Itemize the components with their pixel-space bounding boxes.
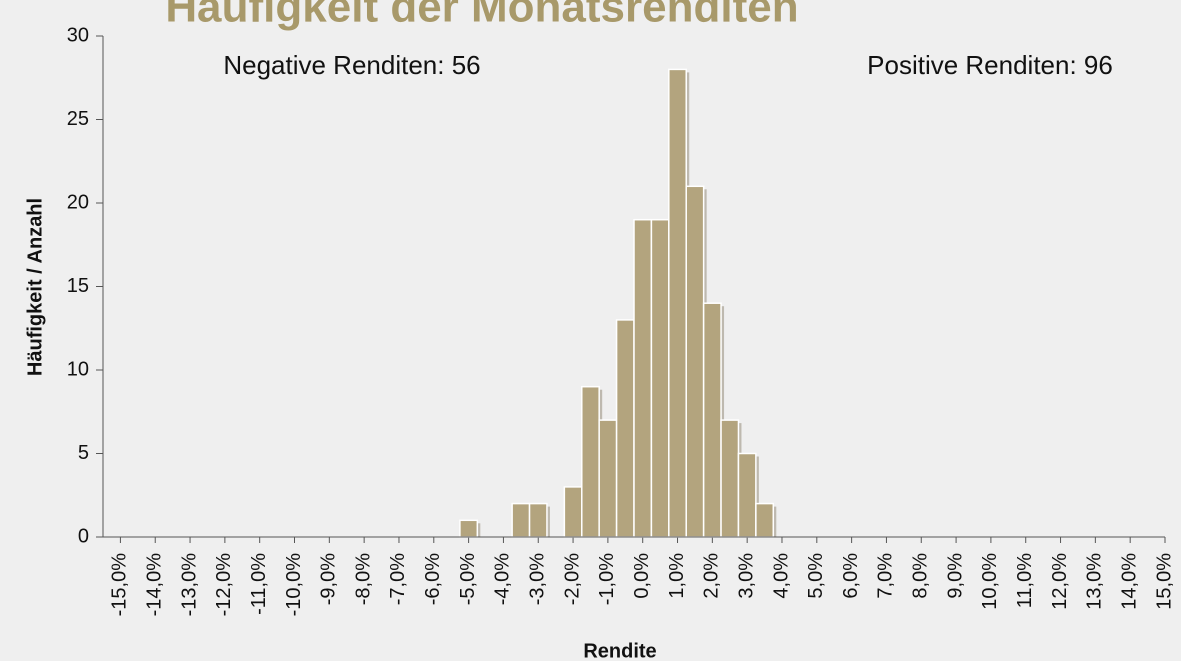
y-tick-label: 5 [78, 442, 89, 464]
bar [528, 502, 548, 538]
x-tick-label: -13,0% [178, 553, 200, 617]
bar [615, 319, 635, 538]
x-tick-label: 14,0% [1118, 553, 1140, 610]
x-tick-label: 2,0% [701, 553, 723, 599]
bar [598, 419, 618, 538]
x-axis-title: Rendite [583, 640, 656, 661]
bar [511, 502, 531, 538]
x-tick-label: 12,0% [1049, 553, 1071, 610]
annotation: Negative Renditen: 56 [223, 50, 480, 80]
bar [755, 502, 775, 538]
x-tick-label: -5,0% [457, 553, 479, 605]
x-tick-label: 6,0% [840, 553, 862, 599]
y-tick-label: 25 [67, 108, 89, 130]
x-tick-label: 0,0% [631, 553, 653, 599]
x-tick-label: 3,0% [735, 553, 757, 599]
bar [581, 385, 600, 538]
x-tick-label: -2,0% [561, 553, 583, 605]
x-tick-label: 10,0% [979, 553, 1001, 610]
y-axis-title: Häufigkeit / Anzahl [24, 198, 46, 376]
x-tick-label: -12,0% [213, 553, 235, 617]
x-tick-label: -8,0% [352, 553, 374, 605]
x-tick-label: 7,0% [875, 553, 897, 599]
x-tick-label: 1,0% [666, 553, 688, 599]
x-tick-label: -4,0% [492, 553, 514, 605]
bar [668, 68, 687, 538]
x-tick-label: -14,0% [144, 553, 166, 617]
x-tick-label: 11,0% [1014, 553, 1036, 608]
x-tick-label: 15,0% [1153, 553, 1175, 610]
y-tick-label: 20 [67, 191, 89, 213]
y-tick-label: 15 [67, 275, 89, 297]
x-tick-label: -15,0% [109, 553, 131, 617]
bar [459, 519, 479, 538]
x-tick-label: -6,0% [422, 553, 444, 605]
bar [737, 452, 757, 538]
y-tick-label: 30 [67, 24, 89, 46]
bar [650, 218, 670, 538]
bar [685, 185, 705, 538]
bar [720, 419, 740, 538]
x-tick-label: 9,0% [944, 553, 966, 599]
bar [702, 302, 722, 538]
x-tick-label: 8,0% [910, 553, 932, 599]
y-tick-label: 0 [78, 525, 89, 547]
x-tick-label: 5,0% [805, 553, 827, 599]
y-tick-label: 10 [67, 358, 89, 380]
x-tick-label: 13,0% [1084, 553, 1106, 610]
x-tick-label: -7,0% [387, 553, 409, 605]
bar [633, 218, 653, 538]
x-tick-label: -11,0% [248, 553, 270, 615]
chart-title: Häufigkeit der Monatsrenditen [165, 0, 798, 32]
x-tick-label: -9,0% [318, 553, 340, 605]
bar [563, 486, 583, 538]
x-tick-label: -10,0% [283, 553, 305, 617]
x-tick-label: -3,0% [527, 553, 549, 605]
annotation: Positive Renditen: 96 [867, 50, 1113, 80]
x-tick-label: 4,0% [770, 553, 792, 599]
x-tick-label: -1,0% [596, 553, 618, 605]
